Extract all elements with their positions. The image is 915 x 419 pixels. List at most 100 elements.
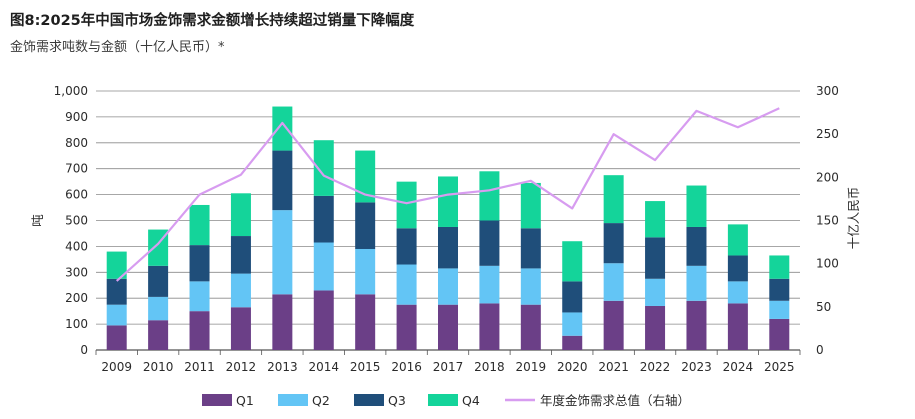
x-tick-label: 2025 xyxy=(764,360,795,374)
legend-swatch-q4 xyxy=(428,394,458,406)
bar-q2-2015 xyxy=(355,248,376,295)
bar-q3-2024 xyxy=(727,255,748,282)
bar-q1-2015 xyxy=(355,294,376,350)
y2-tick-label: 250 xyxy=(816,127,839,141)
y-tick-label: 100 xyxy=(65,317,88,331)
bar-q4-2014 xyxy=(313,140,334,196)
gridlines xyxy=(96,90,800,351)
bar-q3-2017 xyxy=(438,226,458,269)
bar-q1-2025 xyxy=(769,318,790,350)
bar-q1-2022 xyxy=(645,305,666,350)
bar-q3-2023 xyxy=(686,226,707,266)
legend-label-q2: Q2 xyxy=(312,393,330,408)
bar-q4-2025 xyxy=(769,255,790,279)
bar-q3-2011 xyxy=(189,245,210,282)
bar-q4-2017 xyxy=(438,176,458,227)
bar-q3-2014 xyxy=(313,195,334,243)
bar-q3-2018 xyxy=(479,220,500,266)
y-tick-label: 1,000 xyxy=(54,84,88,98)
x-tick-label: 2016 xyxy=(391,360,422,374)
bar-q2-2014 xyxy=(313,242,334,291)
bar-q4-2016 xyxy=(396,181,417,229)
bar-q2-2020 xyxy=(562,312,583,336)
bar-q2-2021 xyxy=(603,263,624,301)
y-tick-label: 200 xyxy=(65,291,88,305)
bar-q1-2014 xyxy=(313,290,334,350)
y-tick-label: 300 xyxy=(65,265,88,279)
x-tick-label: 2017 xyxy=(433,360,464,374)
bar-q4-2018 xyxy=(479,171,500,221)
legend-label-q4: Q4 xyxy=(462,393,480,408)
bar-q2-2013 xyxy=(272,210,293,295)
bar-q1-2012 xyxy=(230,307,251,350)
bar-q2-2025 xyxy=(769,300,790,319)
bar-q2-2010 xyxy=(148,296,169,321)
axes: 0 100 200 300 400 500 600 700 800 900 1,000 0 50 100 1… xyxy=(30,84,861,374)
bar-q4-2021 xyxy=(603,175,624,224)
y2-tick-label: 300 xyxy=(816,84,839,98)
y-tick-label: 900 xyxy=(65,110,88,124)
bar-q3-2009 xyxy=(106,278,127,305)
bar-q2-2023 xyxy=(686,265,707,301)
legend: Q1 Q2 Q3 Q4 年度金饰需求总值（右轴） xyxy=(202,393,690,408)
bar-q1-2018 xyxy=(479,303,500,350)
value-line xyxy=(115,107,780,282)
bar-q3-2016 xyxy=(396,228,417,265)
y2-tick-label: 150 xyxy=(816,214,839,228)
bar-q2-2019 xyxy=(520,268,541,305)
y-tick-label: 400 xyxy=(65,239,88,253)
bar-q1-2016 xyxy=(396,304,417,350)
y-tick-label: 500 xyxy=(65,214,88,228)
bar-q4-2020 xyxy=(562,241,583,282)
bar-q3-2020 xyxy=(562,281,583,313)
stacked-bars xyxy=(106,106,790,350)
bar-q2-2016 xyxy=(396,264,417,305)
y2-tick-label: 50 xyxy=(816,300,831,314)
y-tick-label: 0 xyxy=(80,343,88,357)
x-tick-label: 2011 xyxy=(184,360,215,374)
x-tick-label: 2022 xyxy=(640,360,671,374)
bar-q3-2010 xyxy=(148,265,169,297)
bar-q4-2011 xyxy=(189,204,210,246)
x-tick-label: 2013 xyxy=(267,360,298,374)
x-tick-label: 2023 xyxy=(681,360,712,374)
bar-q1-2010 xyxy=(148,320,169,350)
legend-swatch-q3 xyxy=(354,394,384,406)
bar-q4-2013 xyxy=(272,106,293,151)
x-tick-label: 2024 xyxy=(723,360,754,374)
bar-q2-2018 xyxy=(479,265,500,304)
y2-tick-label: 0 xyxy=(816,343,824,357)
bar-q4-2024 xyxy=(727,224,748,256)
legend-label-line: 年度金饰需求总值（右轴） xyxy=(540,393,690,408)
bar-q2-2022 xyxy=(645,278,666,306)
chart-subtitle: 金饰需求吨数与金额（十亿人民币）* xyxy=(10,40,225,55)
bar-q4-2012 xyxy=(230,193,251,237)
bar-q4-2015 xyxy=(355,150,376,203)
bar-q1-2009 xyxy=(106,325,127,350)
x-tick-label: 2020 xyxy=(557,360,588,374)
x-tick-label: 2010 xyxy=(143,360,174,374)
y-tick-label: 600 xyxy=(65,188,88,202)
bar-q3-2025 xyxy=(769,278,790,301)
bar-q4-2019 xyxy=(520,182,541,229)
bar-q2-2011 xyxy=(189,281,210,312)
bar-q1-2024 xyxy=(727,303,748,350)
x-tick-label: 2021 xyxy=(598,360,629,374)
legend-swatch-q1 xyxy=(202,394,232,406)
bar-q3-2012 xyxy=(230,236,251,274)
bar-q1-2019 xyxy=(520,304,541,350)
x-tick-label: 2018 xyxy=(474,360,505,374)
y2-axis-title: 十亿人民币 xyxy=(846,187,861,250)
bar-q4-2009 xyxy=(106,251,127,279)
chart-title: 图8:2025年中国市场金饰需求金额增长持续超过销量下降幅度 xyxy=(10,13,415,29)
bar-q1-2011 xyxy=(189,311,210,350)
y2-tick-label: 200 xyxy=(816,170,839,184)
x-tick-label: 2015 xyxy=(350,360,381,374)
bar-q3-2022 xyxy=(645,237,666,279)
bar-q1-2021 xyxy=(603,300,624,350)
bar-q1-2017 xyxy=(438,304,458,350)
bar-q2-2012 xyxy=(230,273,251,308)
x-tick-label: 2009 xyxy=(101,360,132,374)
bar-q2-2017 xyxy=(438,268,458,305)
